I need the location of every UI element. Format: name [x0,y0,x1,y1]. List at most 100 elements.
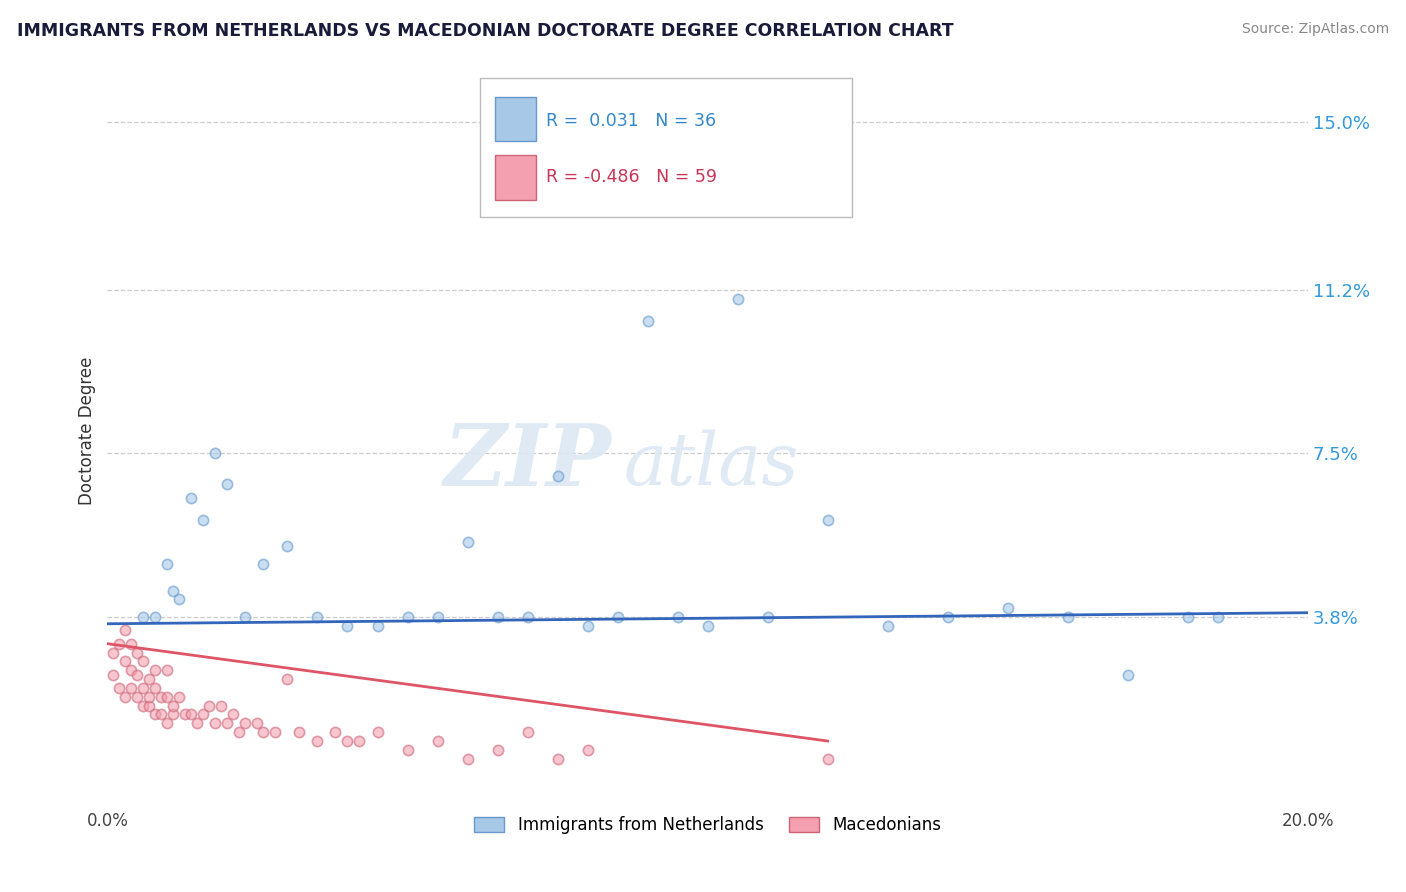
Point [193,513,215,527]
Point [156,716,179,731]
FancyBboxPatch shape [495,155,536,200]
Point [457,535,479,549]
Point [217,716,239,731]
Point [193,707,215,722]
Point [127,646,149,660]
Point [264,725,287,739]
Point [145,681,167,695]
Point [103,667,125,681]
Point [204,446,226,460]
Point [307,734,329,748]
Point [606,610,628,624]
Point [222,707,245,722]
Point [114,654,136,668]
Point [336,619,359,633]
Text: R =  0.031   N = 36: R = 0.031 N = 36 [546,112,716,129]
Point [366,725,388,739]
Point [817,752,839,766]
Point [204,716,226,731]
Point [252,725,274,739]
Point [696,619,718,633]
Point [252,557,274,571]
Point [108,637,131,651]
Point [180,707,202,722]
Point [127,690,149,704]
Point [145,663,167,677]
Point [576,743,599,757]
Point [307,610,329,624]
Point [396,743,419,757]
Text: ZIP: ZIP [444,419,612,503]
Point [1206,610,1229,624]
Point [396,610,419,624]
Point [145,610,167,624]
Point [162,707,184,722]
Point [276,539,298,553]
Point [169,592,191,607]
Point [1116,667,1139,681]
Point [132,654,155,668]
Point [145,707,167,722]
Point [235,610,257,624]
Point [132,698,155,713]
Point [127,667,149,681]
Point [217,477,239,491]
Point [186,716,208,731]
Point [156,690,179,704]
Point [150,707,173,722]
Point [174,707,197,722]
Point [426,610,449,624]
Point [120,637,142,651]
Point [516,610,538,624]
Point [457,752,479,766]
Point [228,725,250,739]
Point [103,646,125,660]
Point [486,610,509,624]
FancyBboxPatch shape [495,97,536,141]
Point [576,619,599,633]
Point [156,663,179,677]
Point [150,690,173,704]
Point [997,601,1019,615]
Point [325,725,347,739]
Point [817,513,839,527]
Point [637,313,659,327]
Point [120,663,142,677]
Point [132,610,155,624]
Point [366,619,388,633]
Point [246,716,269,731]
Point [936,610,959,624]
Point [132,681,155,695]
Point [1177,610,1199,624]
Point [426,734,449,748]
Point [276,672,298,686]
Point [209,698,232,713]
Point [180,491,202,505]
Text: R = -0.486   N = 59: R = -0.486 N = 59 [546,168,717,186]
Point [120,681,142,695]
Point [138,672,160,686]
Point [486,743,509,757]
Text: IMMIGRANTS FROM NETHERLANDS VS MACEDONIAN DOCTORATE DEGREE CORRELATION CHART: IMMIGRANTS FROM NETHERLANDS VS MACEDONIA… [17,22,953,40]
Legend: Immigrants from Netherlands, Macedonians: Immigrants from Netherlands, Macedonians [468,809,948,840]
Point [114,624,136,638]
Point [756,610,779,624]
Point [169,690,191,704]
Point [108,681,131,695]
Point [235,716,257,731]
Point [156,557,179,571]
Point [727,292,749,306]
Point [547,468,569,483]
Text: atlas: atlas [624,430,799,500]
Point [162,583,184,598]
Point [666,610,689,624]
FancyBboxPatch shape [479,78,852,217]
Point [1056,610,1078,624]
Point [336,734,359,748]
Point [288,725,311,739]
Point [114,690,136,704]
Point [138,690,160,704]
Point [547,752,569,766]
Point [349,734,371,748]
Point [516,725,538,739]
